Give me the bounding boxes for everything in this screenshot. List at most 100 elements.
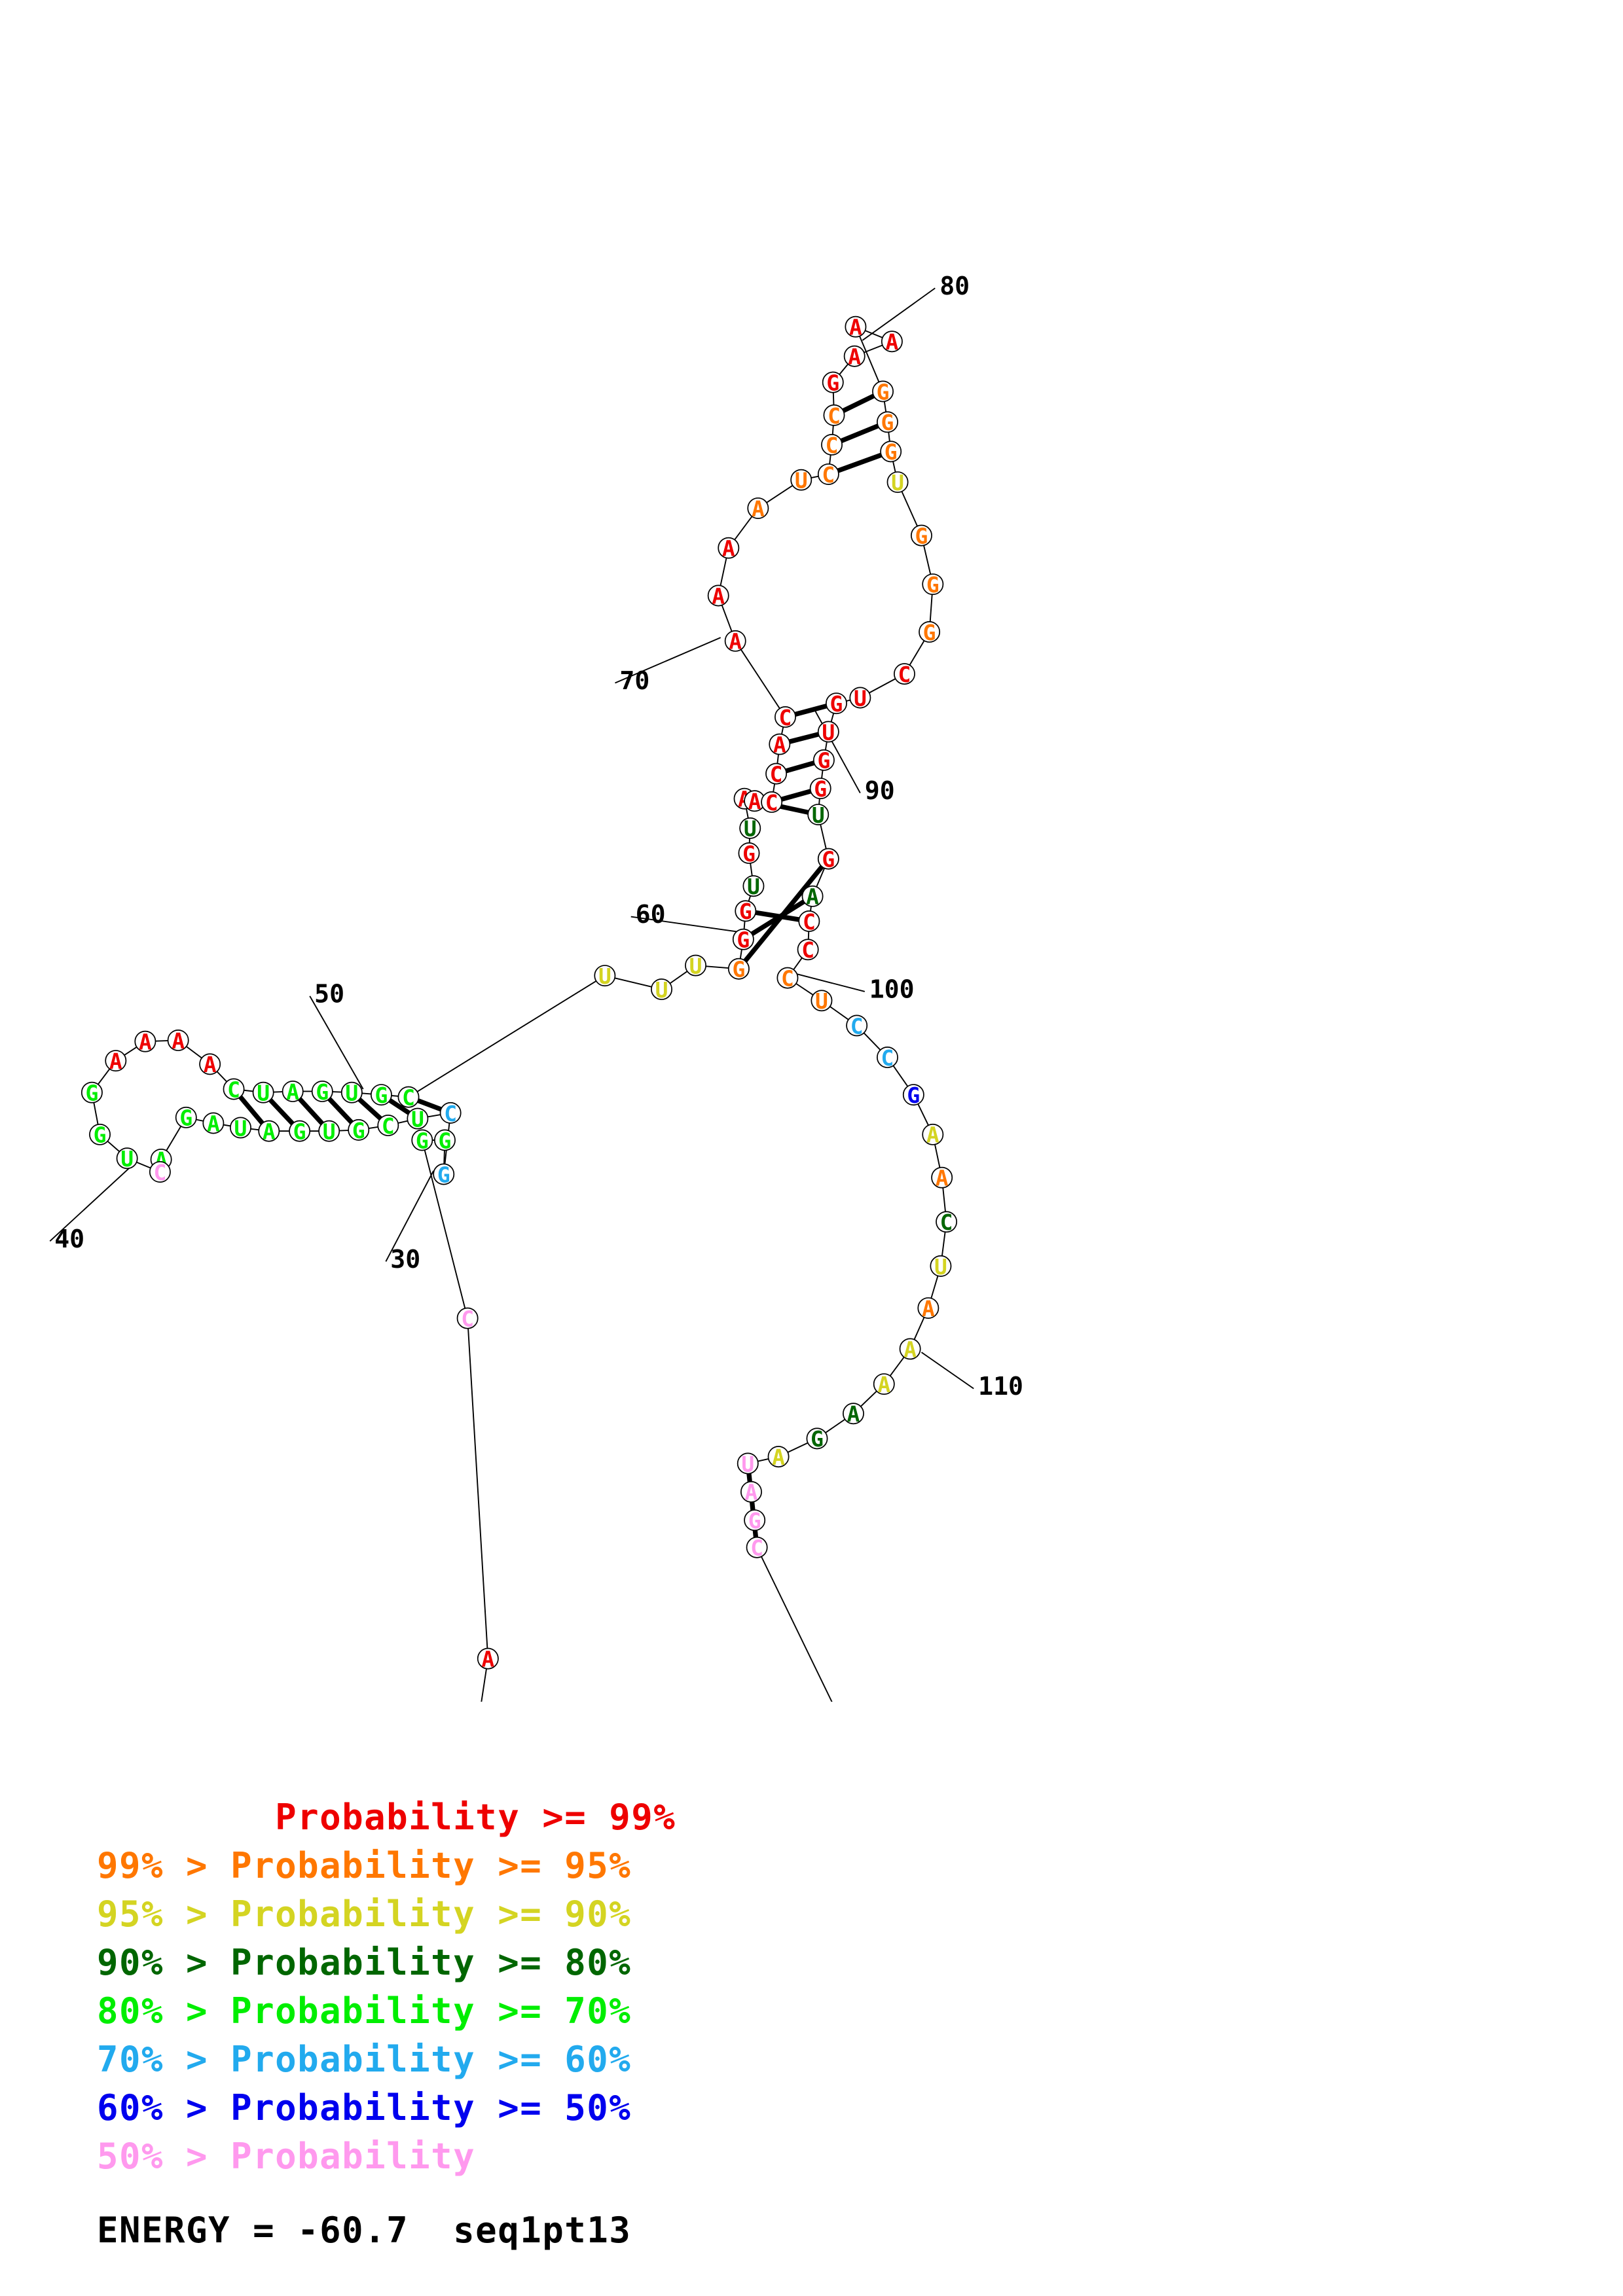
nucleotide-letter: A	[722, 536, 735, 562]
nucleotide-circle	[727, 958, 750, 980]
nucleotide: G	[880, 439, 902, 465]
nucleotide-letter: G	[416, 1128, 429, 1153]
nucleotide-circle	[407, 1107, 429, 1130]
nucleotide-circle	[433, 1163, 455, 1185]
nucleotide: A	[881, 329, 903, 355]
nucleotide: A	[747, 496, 769, 522]
nucleotide-circle	[738, 842, 760, 864]
nucleotide: G	[817, 847, 839, 872]
nucleotide-circle	[797, 939, 819, 961]
nucleotide: G	[81, 1081, 103, 1106]
nucleotide-letter: G	[748, 1508, 761, 1534]
nucleotide-letter: G	[822, 847, 835, 872]
rna-structure-svg: GACCGAGCUGUGGCACAAAAACUACGGGCUCGUGAUAGAC…	[49, 272, 1023, 1702]
nucleotide-circle	[477, 1647, 499, 1670]
nucleotide-letter: A	[772, 1444, 785, 1470]
nucleotide: G	[822, 370, 844, 396]
base-pair-bond	[789, 732, 820, 744]
nucleotide-layer: GACCGAGCUGUGGCACAAAAACUACGGGCUCGUGAUAGAC…	[81, 315, 958, 1672]
nucleotide: A	[769, 732, 791, 757]
nucleotide-letter: G	[923, 620, 936, 645]
nucleotide: U	[318, 1119, 340, 1145]
nucleotide: U	[340, 1081, 363, 1106]
nucleotide-circle	[806, 1427, 828, 1450]
position-leader-line	[49, 1161, 137, 1242]
probability-legend: Probability >= 99% 99% > Probability >= …	[0, 1793, 1623, 2251]
nucleotide-circle	[202, 1112, 225, 1134]
legend-row: 90% > Probability >= 80%	[97, 1942, 632, 1983]
nucleotide-letter: G	[817, 748, 830, 774]
nucleotide-circle	[817, 463, 839, 485]
nucleotide: A	[740, 1480, 762, 1505]
nucleotide-circle	[456, 1307, 479, 1329]
nucleotide: U	[742, 874, 765, 899]
nucleotide-circle	[740, 1480, 762, 1503]
nucleotide-circle	[812, 749, 835, 771]
nucleotide: A	[105, 1049, 127, 1074]
base-pair-bond	[268, 1098, 295, 1126]
nucleotide-letter: U	[345, 1081, 358, 1106]
nucleotide-circle	[223, 1078, 245, 1100]
nucleotide: C	[798, 909, 820, 935]
nucleotide: C	[936, 1210, 958, 1235]
nucleotide: G	[738, 841, 760, 867]
nucleotide: A	[477, 1647, 499, 1672]
nucleotide: C	[775, 705, 796, 730]
nucleotide-circle	[252, 1081, 274, 1103]
position-leader-line	[921, 1352, 974, 1390]
nucleotide-circle	[886, 471, 909, 493]
legend-row: 99% > Probability >= 95%	[97, 1845, 632, 1886]
nucleotide-letter: U	[741, 1451, 754, 1477]
nucleotide: C	[439, 1101, 462, 1126]
nucleotide-circle	[823, 404, 845, 426]
nucleotide-circle	[775, 706, 796, 728]
nucleotide-circle	[911, 524, 932, 547]
nucleotide: U	[811, 988, 833, 1014]
nucleotide: G	[433, 1162, 455, 1187]
base-pair-layer	[238, 393, 883, 1538]
position-number-label: 100	[869, 975, 915, 1003]
nucleotide: U	[230, 1115, 251, 1141]
nucleotide-letter: C	[803, 909, 816, 935]
nucleotide-letter: A	[745, 1480, 758, 1505]
nucleotide-letter: G	[907, 1083, 920, 1108]
nucleotide: U	[116, 1146, 138, 1172]
nucleotide: G	[919, 620, 941, 645]
nucleotide-circle	[877, 411, 898, 433]
base-pair-bond	[357, 1097, 382, 1121]
nucleotide: U	[685, 953, 706, 978]
legend-row: 70% > Probability >= 60%	[97, 2039, 632, 2080]
nucleotide: U	[737, 1451, 759, 1477]
nucleotide-circle	[881, 331, 903, 353]
nucleotide: G	[411, 1128, 433, 1153]
nucleotide-letter: C	[461, 1306, 474, 1332]
nucleotide: C	[894, 662, 915, 687]
nucleotide-circle	[843, 345, 866, 367]
backbone-link	[855, 326, 884, 392]
position-leader-line	[615, 637, 721, 684]
nucleotide-circle	[149, 1161, 171, 1183]
nucleotide-letter: U	[934, 1254, 947, 1280]
base-pair-bond	[780, 789, 812, 802]
nucleotide-circle	[767, 1446, 790, 1468]
nucleotide-circle	[821, 434, 843, 456]
nucleotide-letter: C	[770, 762, 783, 787]
backbone-link	[467, 1318, 489, 1659]
nucleotide: C	[765, 762, 788, 787]
nucleotide: G	[812, 748, 835, 774]
position-number-label: 30	[390, 1245, 420, 1274]
backbone-link	[408, 975, 606, 1098]
nucleotide: G	[877, 410, 898, 435]
nucleotide-circle	[258, 1120, 280, 1142]
nucleotide-circle	[282, 1081, 304, 1102]
nucleotide-circle	[377, 1115, 399, 1136]
nucleotide-circle	[737, 1452, 759, 1475]
nucleotide-circle	[761, 791, 783, 813]
nucleotide-letter: U	[744, 816, 757, 842]
nucleotide: G	[434, 1128, 456, 1153]
nucleotide: A	[134, 1030, 156, 1055]
nucleotide-letter: U	[323, 1119, 336, 1145]
nucleotide-circle	[167, 1030, 189, 1051]
nucleotide: C	[746, 1535, 768, 1561]
energy-label: ENERGY = -60.7 seq1pt13	[97, 2210, 632, 2251]
